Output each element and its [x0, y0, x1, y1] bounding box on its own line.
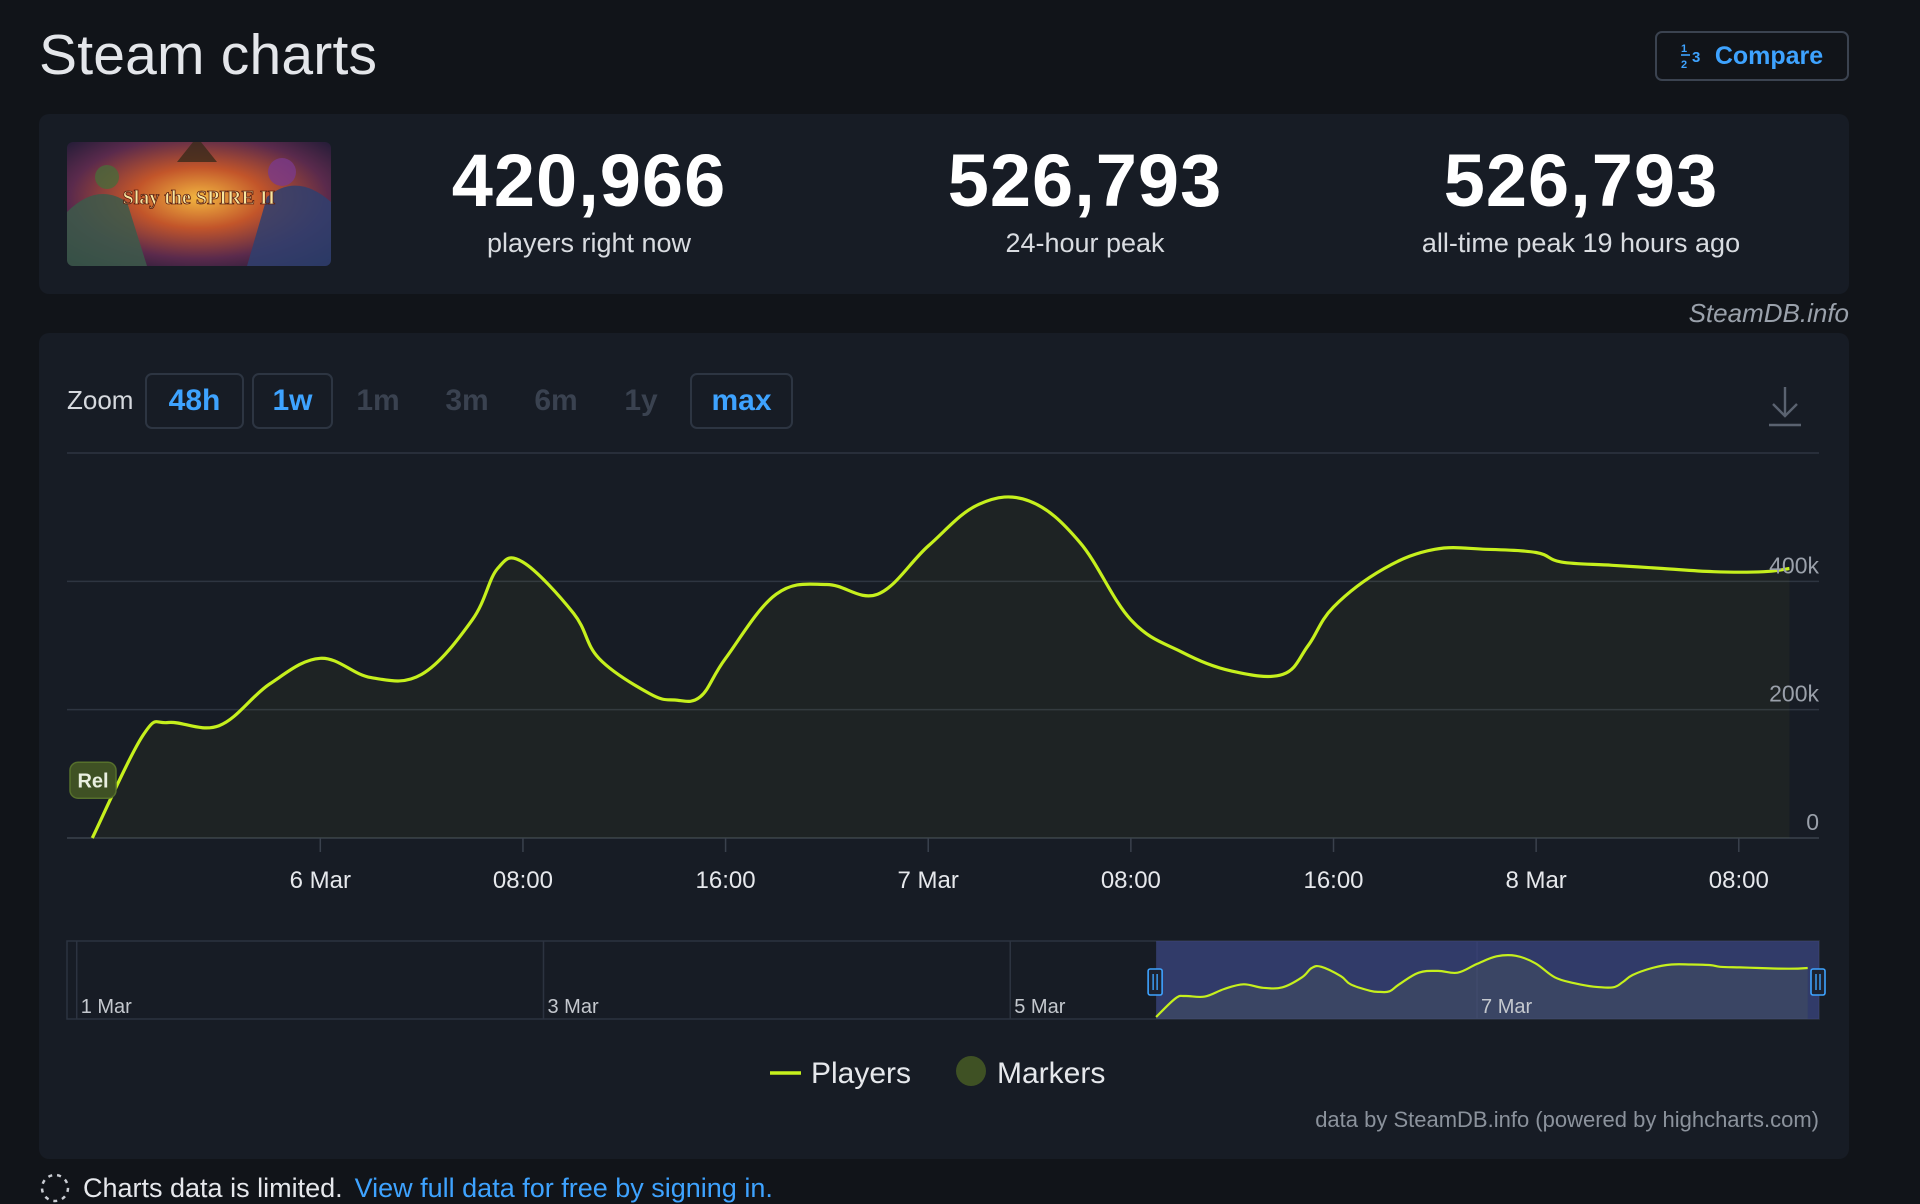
x-tick-label: 16:00	[696, 867, 756, 894]
x-tick-label: 6 Mar	[290, 867, 351, 894]
compare-icon: 1 2 3	[1680, 43, 1700, 71]
current-players-value: 420,966	[451, 139, 727, 222]
stat-current-players: 420,966 players right now	[329, 144, 849, 259]
navigator[interactable]: 1 Mar 3 Mar 5 Mar 7 Mar	[66, 940, 1826, 1020]
navigator-line	[1155, 953, 1808, 1018]
navigator-label: 3 Mar	[547, 996, 598, 1018]
legend-label-markers: Markers	[997, 1057, 1105, 1090]
legend-item-markers[interactable]: Markers	[956, 1056, 1105, 1090]
stat-24h-peak: 526,793 24-hour peak	[825, 144, 1345, 259]
svg-text:3: 3	[1692, 49, 1700, 66]
svg-text:1: 1	[1681, 43, 1687, 55]
peak-24h-label: 24-hour peak	[1005, 228, 1165, 258]
chart-panel: Zoom 48h 1w 1m 3m 6m 1y max Rel 0 200k 400…	[39, 333, 1849, 1159]
x-tick-label: 08:00	[1709, 867, 1769, 894]
navigator-label: 7 Mar	[1481, 996, 1532, 1018]
players-series-line	[90, 495, 1790, 839]
stat-alltime-peak: 526,793 all-time peak 19 hours ago	[1321, 144, 1841, 259]
zoom-label: Zoom	[67, 385, 134, 415]
legend-item-players[interactable]: Players	[770, 1057, 911, 1090]
download-icon[interactable]	[1767, 385, 1803, 429]
zoom-48h-button[interactable]: 48h	[145, 373, 244, 429]
x-tick-label: 8 Mar	[1505, 867, 1566, 894]
zoom-3m-button: 3m	[445, 384, 489, 417]
compare-label: Compare	[1714, 41, 1824, 70]
x-tick-label: 7 Mar	[898, 867, 959, 894]
zoom-max-button[interactable]: max	[690, 373, 793, 429]
game-thumbnail[interactable]: Slay the SPIRE II	[67, 142, 331, 266]
compare-button[interactable]: 1 2 3 Compare	[1655, 31, 1849, 81]
x-tick-label: 08:00	[493, 867, 553, 894]
chart-credits[interactable]: data by SteamDB.info (powered by highcha…	[1315, 1107, 1819, 1132]
game-logo-image: Slay the SPIRE II	[67, 142, 331, 266]
players-chart[interactable]: Rel 0 200k 400k 6 Mar 08:00 16:00 7 Mar 08:00 1…	[39, 333, 1849, 1159]
page-title: Steam charts	[39, 23, 378, 87]
steamdb-watermark: SteamDB.info	[1688, 298, 1849, 328]
peak-24h-value: 526,793	[947, 139, 1223, 222]
loading-spinner-icon	[40, 1173, 70, 1203]
svg-text:2: 2	[1681, 59, 1687, 71]
limited-data-note: Charts data is limited. View full data f…	[39, 1172, 773, 1204]
zoom-1m-button: 1m	[356, 384, 400, 417]
legend-label-players: Players	[811, 1057, 911, 1090]
game-logo-text: Slay the SPIRE II	[123, 187, 276, 209]
alltime-peak-value: 526,793	[1443, 139, 1719, 222]
navigator-label: 5 Mar	[1014, 996, 1065, 1018]
x-tick-label: 08:00	[1101, 867, 1161, 894]
y-tick-label: 200k	[1769, 681, 1819, 707]
navigator-handle-left[interactable]	[1147, 968, 1163, 996]
alltime-peak-label: all-time peak 19 hours ago	[1421, 228, 1741, 258]
zoom-1w-button[interactable]: 1w	[252, 373, 333, 429]
chart-legend: Players Markers	[770, 1056, 1105, 1090]
limited-note-text: Charts data is limited.	[83, 1172, 343, 1203]
current-players-label: players right now	[486, 228, 692, 258]
navigator-selection[interactable]	[1156, 941, 1819, 1019]
sign-in-link[interactable]: View full data for free by signing in.	[354, 1172, 773, 1203]
release-marker-label: Rel	[77, 770, 108, 792]
release-marker[interactable]: Rel	[69, 761, 117, 799]
y-tick-label: 400k	[1769, 552, 1819, 578]
zoom-1y-button: 1y	[624, 384, 658, 417]
navigator-handle-right[interactable]	[1810, 968, 1826, 996]
stats-panel: Slay the SPIRE II 420,966 players right …	[39, 114, 1849, 294]
y-tick-label: 0	[1806, 809, 1819, 835]
x-tick-label: 16:00	[1303, 867, 1363, 894]
navigator-label: 1 Mar	[81, 996, 132, 1018]
zoom-6m-button: 6m	[534, 384, 578, 417]
